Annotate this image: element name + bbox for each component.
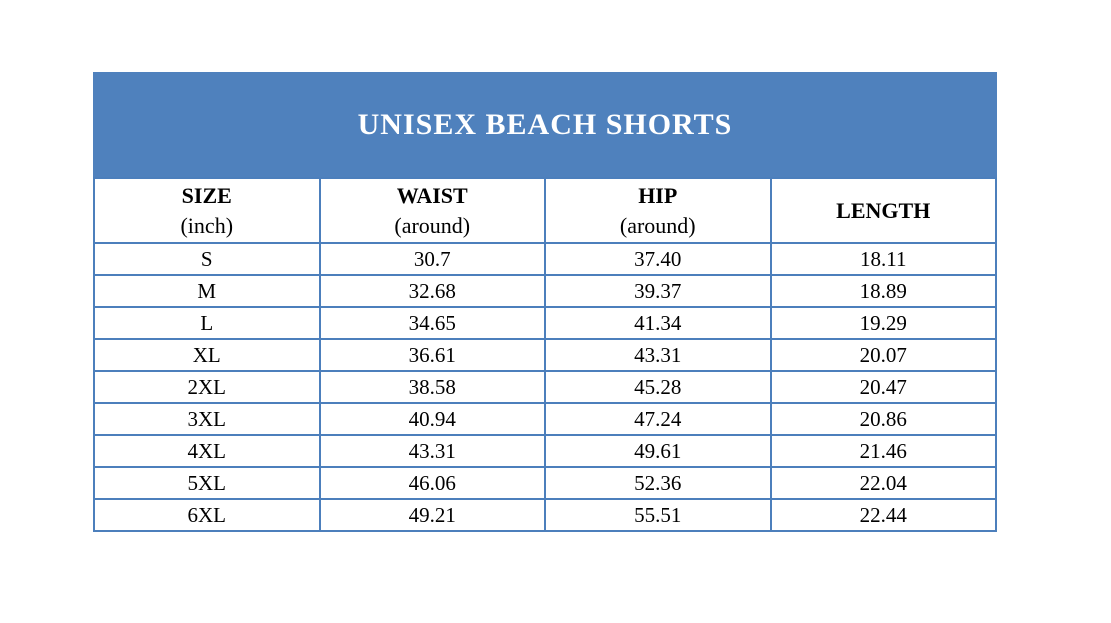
size-cell: 5XL <box>93 466 321 501</box>
table-row: M 32.68 39.37 18.89 <box>93 274 997 309</box>
table-row: 6XL 49.21 55.51 22.44 <box>93 498 997 533</box>
size-cell: 2XL <box>93 370 321 405</box>
hip-cell: 41.34 <box>544 306 772 341</box>
table-body: S 30.7 37.40 18.11 M 32.68 39.37 18.89 L 34.65 41.… <box>93 242 997 533</box>
column-sublabel: (inch) <box>180 212 234 238</box>
table-header: SIZE (inch) WAIST (around) HIP (around) LENGTH <box>93 176 997 245</box>
waist-cell: 40.94 <box>318 402 546 437</box>
size-cell: XL <box>93 338 321 373</box>
table-row: L 34.65 41.34 19.29 <box>93 306 997 341</box>
header-row: SIZE (inch) WAIST (around) HIP (around) LENGTH <box>93 176 997 245</box>
size-cell: S <box>93 242 321 277</box>
column-sublabel: (around) <box>394 212 471 238</box>
hip-cell: 47.24 <box>544 402 772 437</box>
column-sublabel: (around) <box>619 212 696 238</box>
table-row: XL 36.61 43.31 20.07 <box>93 338 997 373</box>
hip-cell: 45.28 <box>544 370 772 405</box>
column-label: SIZE <box>181 183 232 208</box>
length-cell: 20.47 <box>769 370 997 405</box>
size-cell: 4XL <box>93 434 321 469</box>
length-cell: 18.89 <box>769 274 997 309</box>
waist-cell: 46.06 <box>318 466 546 501</box>
waist-cell: 30.7 <box>318 242 546 277</box>
column-label: HIP <box>638 183 678 208</box>
length-cell: 20.86 <box>769 402 997 437</box>
hip-cell: 39.37 <box>544 274 772 309</box>
size-chart-table: SIZE (inch) WAIST (around) HIP (around) LENGTH… <box>93 176 997 533</box>
column-header-hip: HIP (around) <box>544 176 772 245</box>
waist-cell: 34.65 <box>318 306 546 341</box>
length-cell: 18.11 <box>769 242 997 277</box>
table-row: 2XL 38.58 45.28 20.47 <box>93 370 997 405</box>
length-cell: 19.29 <box>769 306 997 341</box>
size-cell: 6XL <box>93 498 321 533</box>
hip-cell: 49.61 <box>544 434 772 469</box>
size-chart-page: UNISEX BEACH SHORTS SIZE (inch) WAIST (arou… <box>93 72 997 533</box>
table-row: 3XL 40.94 47.24 20.86 <box>93 402 997 437</box>
hip-cell: 43.31 <box>544 338 772 373</box>
length-cell: 20.07 <box>769 338 997 373</box>
hip-cell: 37.40 <box>544 242 772 277</box>
column-label: WAIST <box>396 183 468 208</box>
length-cell: 22.04 <box>769 466 997 501</box>
table-row: 4XL 43.31 49.61 21.46 <box>93 434 997 469</box>
waist-cell: 32.68 <box>318 274 546 309</box>
size-cell: M <box>93 274 321 309</box>
hip-cell: 52.36 <box>544 466 772 501</box>
page-title: UNISEX BEACH SHORTS <box>357 107 733 141</box>
length-cell: 22.44 <box>769 498 997 533</box>
waist-cell: 38.58 <box>318 370 546 405</box>
waist-cell: 49.21 <box>318 498 546 533</box>
size-cell: 3XL <box>93 402 321 437</box>
column-header-length: LENGTH <box>769 176 997 245</box>
hip-cell: 55.51 <box>544 498 772 533</box>
size-cell: L <box>93 306 321 341</box>
length-cell: 21.46 <box>769 434 997 469</box>
table-row: 5XL 46.06 52.36 22.04 <box>93 466 997 501</box>
title-banner: UNISEX BEACH SHORTS <box>93 72 997 177</box>
column-label: LENGTH <box>836 197 931 223</box>
table-row: S 30.7 37.40 18.11 <box>93 242 997 277</box>
column-header-waist: WAIST (around) <box>318 176 546 245</box>
waist-cell: 36.61 <box>318 338 546 373</box>
column-header-size: SIZE (inch) <box>93 176 321 245</box>
waist-cell: 43.31 <box>318 434 546 469</box>
